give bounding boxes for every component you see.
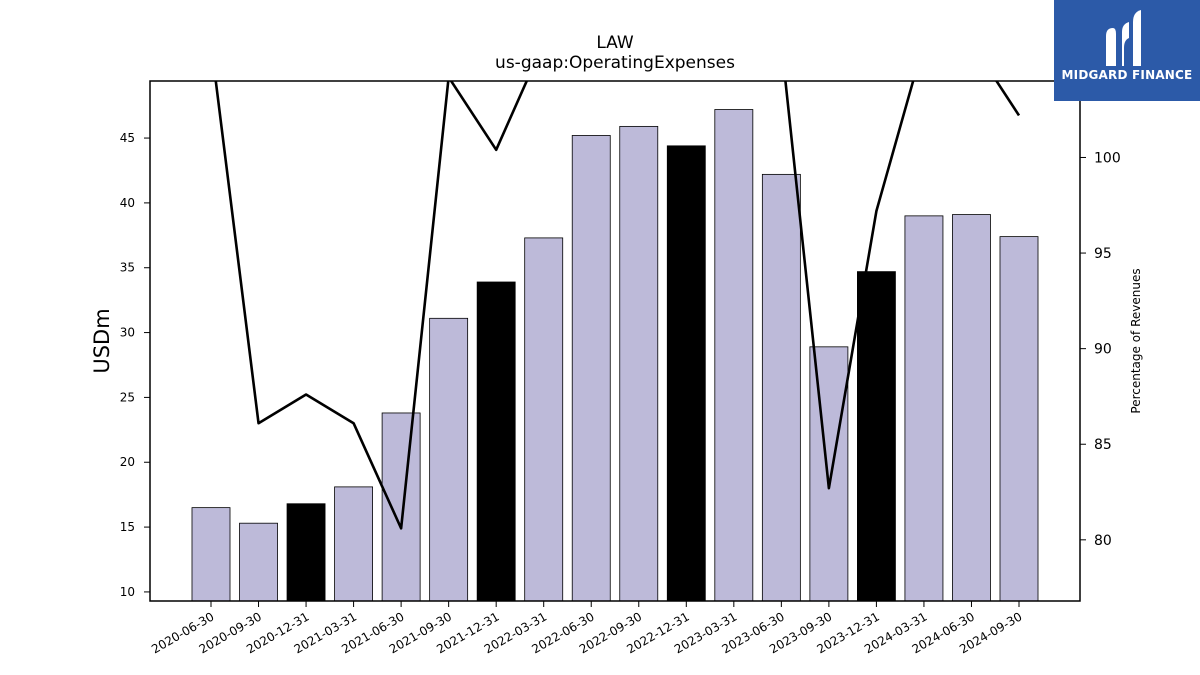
bar [524, 237, 564, 602]
percentage-line [214, 81, 1021, 530]
y-tick-label: 35 [120, 261, 135, 275]
bar [857, 271, 896, 602]
bar [619, 125, 659, 602]
bar [286, 503, 326, 602]
plot-frame [149, 80, 1081, 602]
logo-text: MIDGARD FINANCE [1061, 68, 1193, 82]
chart-title: LAW [596, 33, 634, 53]
chart-subtitle: us-gaap:OperatingExpenses [495, 53, 735, 73]
y-tick-label: 45 [120, 131, 135, 145]
y2-tick-label: 85 [1094, 437, 1112, 453]
y2-tick-label: 80 [1094, 533, 1112, 549]
bar [191, 507, 231, 602]
y2-tick-label: 95 [1094, 246, 1112, 262]
y2-tick-label: 90 [1094, 342, 1112, 358]
bar-series [191, 109, 1039, 602]
bar [904, 215, 944, 602]
bar [761, 173, 801, 602]
y2-tick-label: 100 [1094, 150, 1121, 166]
line-series [214, 81, 1021, 530]
y-tick-label: 15 [120, 520, 135, 534]
y-tick-label: 10 [120, 585, 135, 599]
y-axis-left: 10 15 20 25 30 35 40 45 [120, 131, 150, 599]
bar [476, 281, 516, 602]
bar [381, 412, 421, 602]
bar [952, 214, 991, 602]
bar [239, 522, 278, 602]
bar [714, 109, 754, 602]
bar [809, 346, 849, 602]
bar [334, 486, 374, 602]
y-axis-label: USDm [90, 308, 114, 373]
y-axis-right: 80 85 90 95 100 [1080, 150, 1121, 549]
y-tick-label: 20 [120, 455, 135, 469]
y2-axis-label: Percentage of Revenues [1129, 268, 1143, 413]
logo-mark-icon [1106, 10, 1141, 66]
brand-logo: MIDGARD FINANCE [1054, 0, 1200, 101]
bar [999, 236, 1039, 602]
y-tick-label: 40 [120, 196, 135, 210]
y-tick-label: 25 [120, 390, 135, 404]
bar [666, 145, 706, 602]
bar [429, 317, 469, 602]
bar [571, 135, 611, 602]
x-axis: 2020-06-302020-09-302020-12-312021-03-31… [149, 601, 1025, 656]
y-tick-label: 30 [120, 326, 135, 340]
